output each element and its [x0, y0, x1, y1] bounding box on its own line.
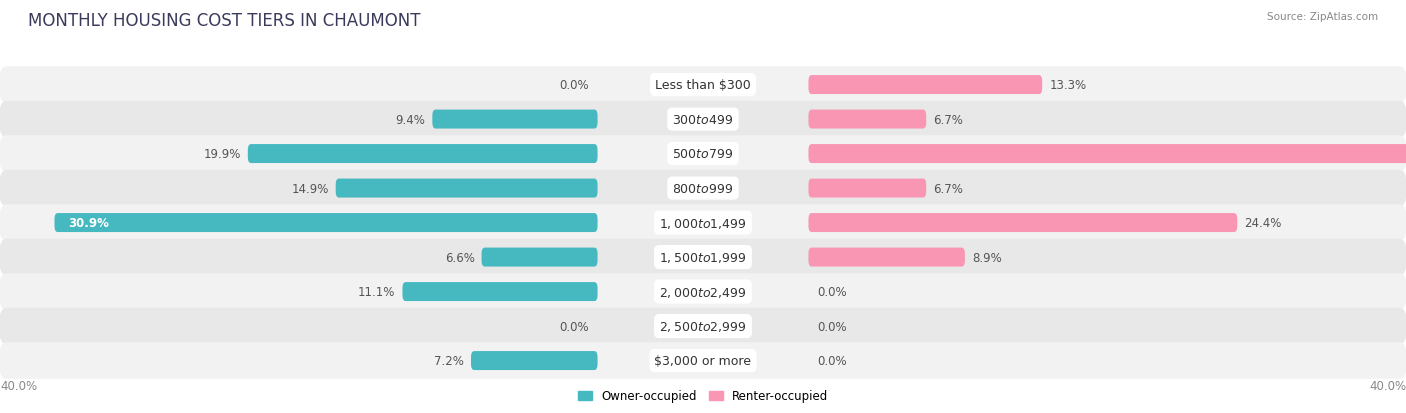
Text: 30.9%: 30.9% — [69, 216, 110, 230]
FancyBboxPatch shape — [808, 179, 927, 198]
FancyBboxPatch shape — [247, 145, 598, 164]
Text: Less than $300: Less than $300 — [655, 79, 751, 92]
Text: $800 to $999: $800 to $999 — [672, 182, 734, 195]
FancyBboxPatch shape — [55, 214, 598, 233]
Text: 0.0%: 0.0% — [817, 285, 846, 298]
Text: $500 to $799: $500 to $799 — [672, 148, 734, 161]
Text: 8.9%: 8.9% — [972, 251, 1001, 264]
Text: 24.4%: 24.4% — [1244, 216, 1282, 230]
FancyBboxPatch shape — [808, 248, 965, 267]
Text: 6.7%: 6.7% — [934, 113, 963, 126]
FancyBboxPatch shape — [481, 248, 598, 267]
Text: $2,500 to $2,999: $2,500 to $2,999 — [659, 319, 747, 333]
FancyBboxPatch shape — [433, 110, 598, 129]
FancyBboxPatch shape — [0, 342, 1406, 379]
Legend: Owner-occupied, Renter-occupied: Owner-occupied, Renter-occupied — [572, 385, 834, 407]
FancyBboxPatch shape — [0, 273, 1406, 310]
Text: 6.7%: 6.7% — [934, 182, 963, 195]
FancyBboxPatch shape — [0, 239, 1406, 276]
Text: 9.4%: 9.4% — [395, 113, 425, 126]
Text: 7.2%: 7.2% — [434, 354, 464, 367]
Text: 40.0%: 40.0% — [1369, 379, 1406, 392]
Text: 0.0%: 0.0% — [560, 320, 589, 333]
Text: Source: ZipAtlas.com: Source: ZipAtlas.com — [1267, 12, 1378, 22]
Text: $1,500 to $1,999: $1,500 to $1,999 — [659, 250, 747, 264]
FancyBboxPatch shape — [808, 110, 927, 129]
Text: 6.6%: 6.6% — [444, 251, 475, 264]
Text: 11.1%: 11.1% — [359, 285, 395, 298]
Text: 13.3%: 13.3% — [1049, 79, 1087, 92]
FancyBboxPatch shape — [471, 351, 598, 370]
Text: $300 to $499: $300 to $499 — [672, 113, 734, 126]
Text: 19.9%: 19.9% — [204, 148, 240, 161]
FancyBboxPatch shape — [0, 308, 1406, 344]
FancyBboxPatch shape — [808, 214, 1237, 233]
Text: 40.0%: 40.0% — [0, 379, 37, 392]
FancyBboxPatch shape — [402, 282, 598, 301]
Text: $2,000 to $2,499: $2,000 to $2,499 — [659, 285, 747, 299]
Text: $3,000 or more: $3,000 or more — [655, 354, 751, 367]
FancyBboxPatch shape — [0, 102, 1406, 138]
FancyBboxPatch shape — [808, 145, 1406, 164]
Text: 0.0%: 0.0% — [817, 320, 846, 333]
FancyBboxPatch shape — [336, 179, 598, 198]
Text: 14.9%: 14.9% — [291, 182, 329, 195]
FancyBboxPatch shape — [0, 171, 1406, 207]
Text: 0.0%: 0.0% — [817, 354, 846, 367]
Text: MONTHLY HOUSING COST TIERS IN CHAUMONT: MONTHLY HOUSING COST TIERS IN CHAUMONT — [28, 12, 420, 30]
FancyBboxPatch shape — [0, 67, 1406, 104]
FancyBboxPatch shape — [0, 136, 1406, 173]
Text: 0.0%: 0.0% — [560, 79, 589, 92]
FancyBboxPatch shape — [808, 76, 1042, 95]
FancyBboxPatch shape — [0, 205, 1406, 241]
Text: $1,000 to $1,499: $1,000 to $1,499 — [659, 216, 747, 230]
